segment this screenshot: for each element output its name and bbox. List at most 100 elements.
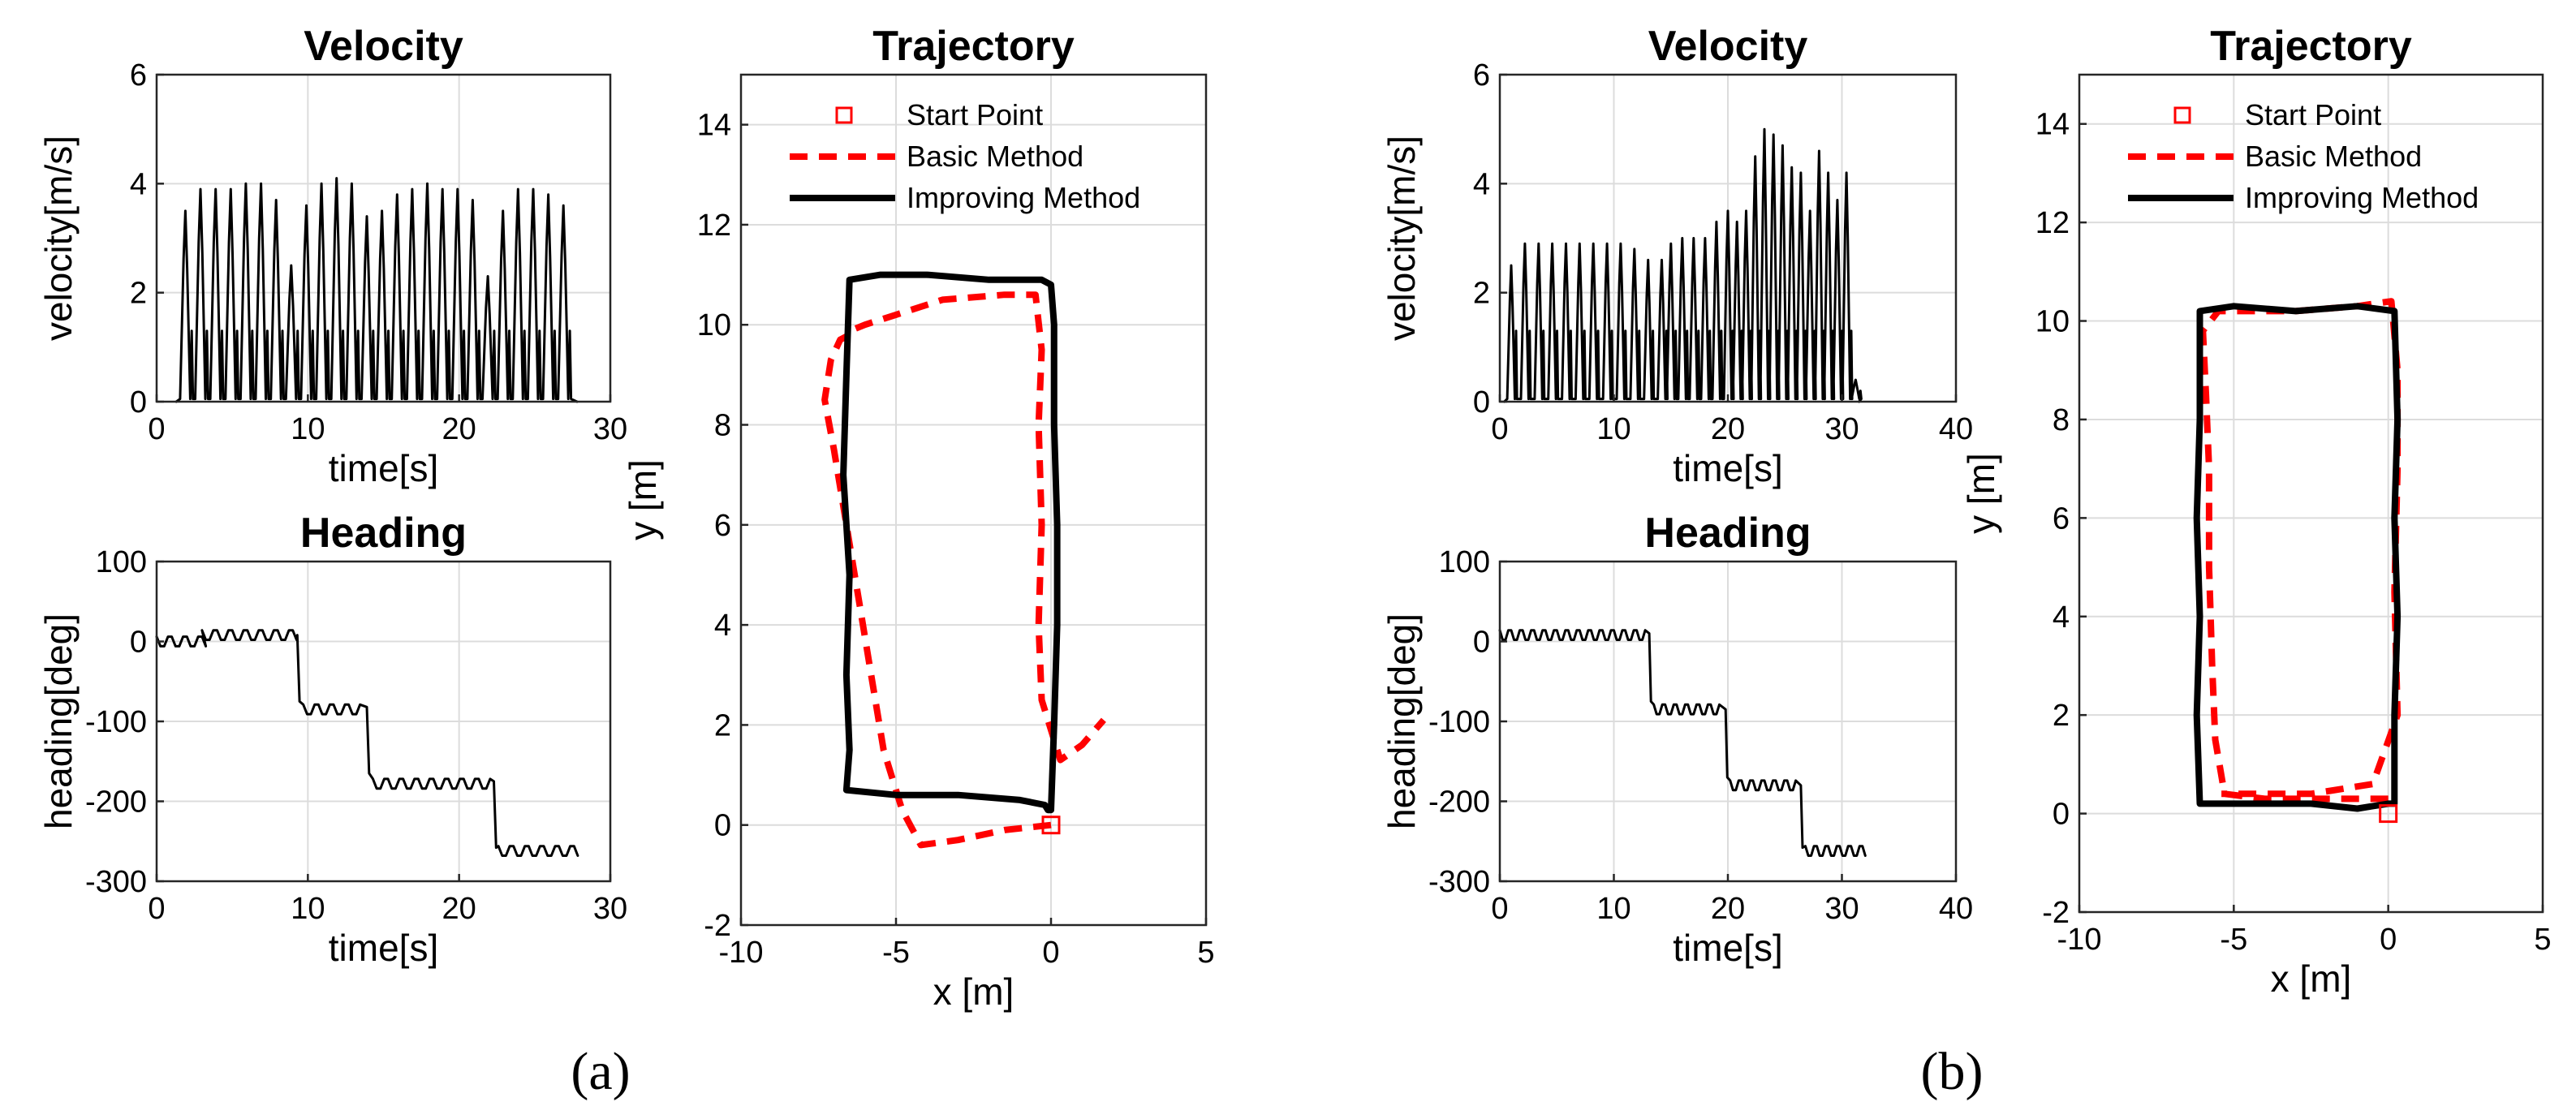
y-tick-label: 6	[2053, 501, 2070, 536]
plot-area	[2079, 75, 2543, 912]
x-tick-label: 5	[2534, 923, 2551, 957]
x-tick-label: 30	[1824, 412, 1859, 446]
legend-label: Improving Method	[907, 181, 1140, 214]
series-line-improving-method	[2193, 303, 2402, 812]
series-line-basic-method	[2199, 298, 2402, 803]
axes-frame	[2078, 73, 2544, 914]
x-tick-label: -10	[719, 936, 764, 970]
chart-title: Trajectory	[872, 23, 1075, 70]
heading-plot-a: 0 10 20 30 -300 -200 -100 0 100 Heading time[s] hea…	[37, 510, 627, 969]
legend-label: Basic Method	[907, 140, 1083, 173]
legend-marker-start-point	[835, 106, 853, 124]
series-line-improving-method	[840, 271, 1061, 814]
y-tick-label: 4	[1473, 167, 1490, 201]
x-tick-label: 40	[1939, 412, 1973, 446]
x-tick-label: 10	[1596, 892, 1630, 926]
y-tick-label: 0	[1473, 385, 1490, 420]
y-axis-label: y [m]	[1960, 453, 2002, 534]
y-tick-label: 0	[2053, 798, 2070, 832]
start-point-marker	[1041, 816, 1061, 835]
y-axis-label: heading[deg]	[37, 613, 80, 829]
x-axis-label: time[s]	[1673, 447, 1782, 489]
x-axis-label: x [m]	[2271, 958, 2352, 1000]
chart-title: Heading	[1644, 510, 1811, 557]
y-tick-label: 6	[130, 58, 147, 93]
x-tick-label: 0	[1042, 936, 1059, 970]
y-tick-label: 0	[714, 809, 731, 843]
trajectory-plot-b: -10 -5 0 5 -2 0 2 4 6 8 10 12 14 Trajectory x [m] y [m]…	[1960, 23, 2552, 1000]
x-axis-label: time[s]	[1673, 927, 1782, 969]
series-line-data	[1503, 127, 1863, 403]
x-tick-label: 30	[1824, 892, 1859, 926]
y-tick-label: -300	[85, 865, 147, 899]
velocity-plot-b: 0 10 20 30 40 0 2 4 6 Velocity time[s] velocity[m/s…	[1381, 23, 1973, 489]
x-tick-label: -5	[2220, 923, 2247, 957]
y-tick-label: 10	[697, 308, 731, 342]
y-tick-label: 0	[130, 626, 147, 660]
y-tick-label: 8	[714, 409, 731, 443]
x-axis-label: time[s]	[329, 927, 438, 969]
y-tick-label: 2	[714, 708, 731, 742]
legend-label: Basic Method	[2245, 140, 2422, 173]
y-tick-label: -200	[1428, 785, 1490, 820]
plot-area	[741, 75, 1206, 925]
x-tick-label: 20	[1711, 412, 1745, 446]
panel-label-a: (a)	[571, 1042, 630, 1101]
y-tick-label: -2	[704, 909, 731, 943]
x-tick-label: 0	[148, 412, 165, 446]
x-tick-label: 20	[1711, 892, 1745, 926]
y-tick-label: 4	[2053, 600, 2070, 635]
x-tick-label: 0	[2380, 923, 2397, 957]
y-tick-label: 2	[2053, 699, 2070, 733]
x-tick-label: 5	[1197, 936, 1214, 970]
y-axis-label: y [m]	[622, 459, 664, 540]
y-tick-label: 0	[130, 385, 147, 420]
panel-label-b: (b)	[1921, 1042, 1984, 1101]
trajectory-plot-a: -10 -5 0 5 -2 0 2 4 6 8 10 12 14 Trajectory x [m] y [m]…	[622, 23, 1215, 1013]
x-tick-label: 10	[291, 892, 325, 926]
y-tick-label: 4	[714, 609, 731, 643]
y-tick-label: 12	[697, 209, 731, 243]
x-tick-label: 20	[442, 892, 476, 926]
x-tick-label: 20	[442, 412, 476, 446]
y-tick-label: 12	[2035, 206, 2070, 240]
y-tick-label: 4	[130, 167, 147, 201]
series-line-data	[174, 177, 579, 403]
legend-marker-start-point	[2173, 106, 2191, 124]
x-tick-label: 0	[148, 892, 165, 926]
x-axis-label: time[s]	[329, 447, 438, 489]
legend: Start Point Basic Method Improving Method	[790, 98, 1140, 214]
x-tick-label: 10	[291, 412, 325, 446]
y-tick-label: -200	[85, 785, 147, 820]
y-tick-label: 0	[1473, 626, 1490, 660]
y-tick-label: 14	[2035, 108, 2070, 142]
y-tick-label: 100	[1439, 545, 1490, 579]
chart-title: Velocity	[304, 23, 463, 70]
x-tick-label: 30	[593, 892, 627, 926]
x-tick-label: 0	[1491, 892, 1508, 926]
x-tick-label: 30	[593, 412, 627, 446]
y-tick-label: 2	[130, 277, 147, 311]
x-tick-label: 40	[1939, 892, 1973, 926]
y-tick-label: 6	[1473, 58, 1490, 93]
y-tick-label: -2	[2042, 896, 2070, 930]
y-axis-label: velocity[m/s]	[37, 136, 80, 341]
y-tick-label: 14	[697, 109, 731, 143]
legend-label: Improving Method	[2245, 181, 2479, 214]
y-tick-label: 2	[1473, 277, 1490, 311]
y-tick-label: -300	[1428, 865, 1490, 899]
chart-title: Heading	[300, 510, 467, 557]
x-tick-label: -5	[882, 936, 910, 970]
x-tick-label: 0	[1491, 412, 1508, 446]
y-tick-label: -100	[1428, 705, 1490, 739]
y-tick-label: -100	[85, 705, 147, 739]
legend: Start Point Basic Method Improving Method	[2128, 98, 2479, 214]
x-tick-label: 10	[1596, 412, 1630, 446]
y-axis-label: heading[deg]	[1381, 613, 1423, 829]
axes-frame	[739, 73, 1208, 927]
velocity-plot-a: 0 10 20 30 0 2 4 6 Velocity time[s] velocity[m/s]	[37, 23, 627, 489]
legend-label: Start Point	[907, 98, 1043, 131]
chart-title: Trajectory	[2210, 23, 2412, 70]
y-tick-label: 10	[2035, 305, 2070, 339]
